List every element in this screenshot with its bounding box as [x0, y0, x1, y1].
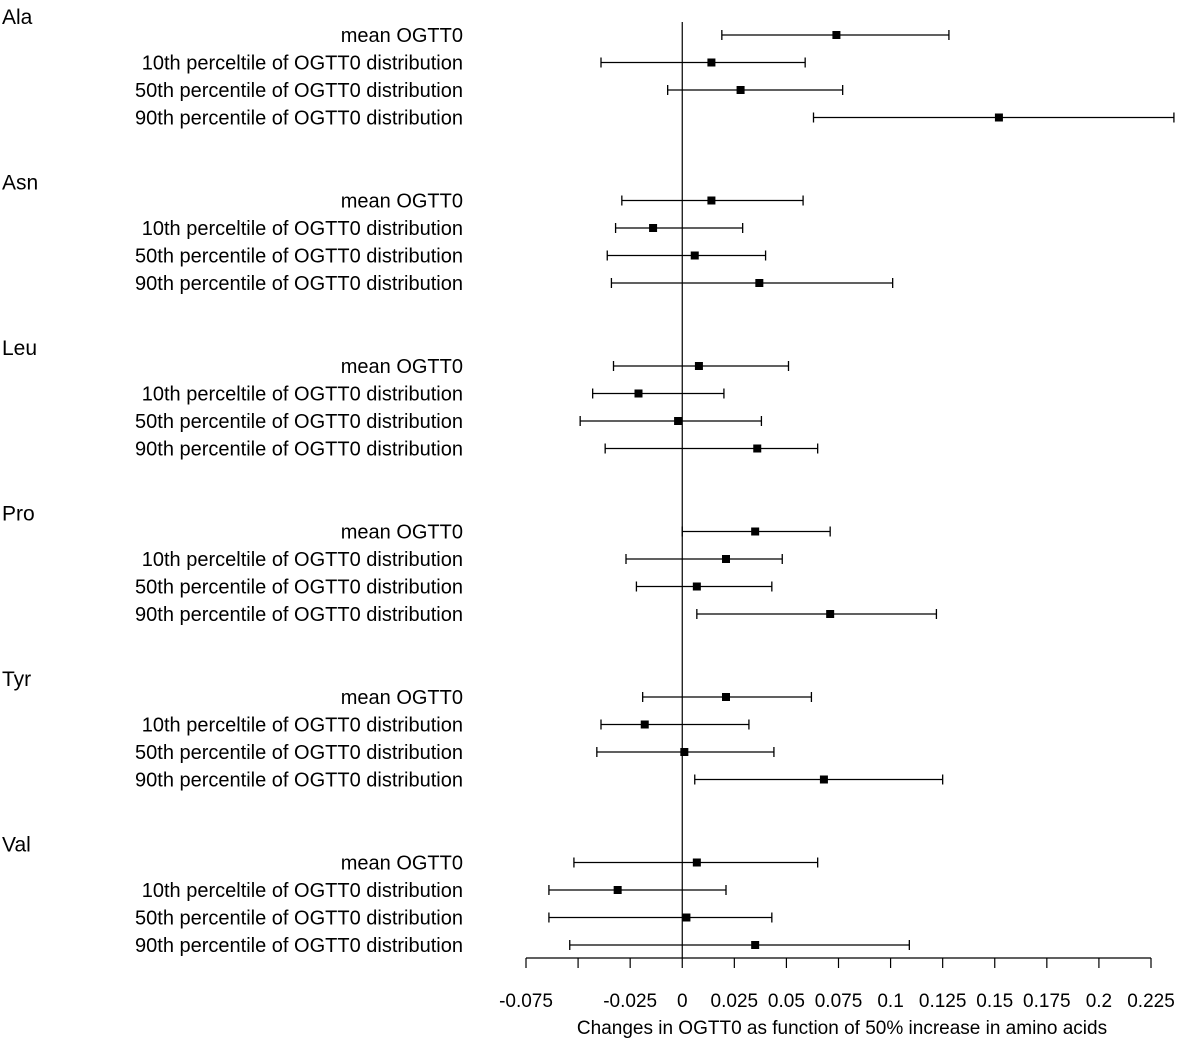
point-estimate — [649, 224, 658, 232]
point-estimate — [753, 444, 762, 453]
point-estimate — [819, 775, 828, 784]
point-estimate — [682, 913, 691, 922]
x-tick-label: 0.075 — [815, 991, 863, 1012]
row-label: 90th percentile of OGTT0 distribution — [135, 935, 463, 957]
point-estimate — [690, 251, 699, 260]
x-tick-label: 0.025 — [711, 991, 759, 1012]
point-estimate — [674, 417, 683, 425]
point-estimate — [751, 527, 760, 536]
point-estimate — [634, 389, 643, 398]
group-label: Pro — [2, 503, 35, 526]
point-estimate — [755, 279, 764, 287]
row-label: 90th percentile of OGTT0 distribution — [135, 108, 463, 130]
row-label: 50th percentile of OGTT0 distribution — [135, 742, 463, 764]
point-estimate — [826, 610, 835, 618]
row-label: 10th perceltile of OGTT0 distribution — [142, 549, 463, 571]
x-tick-label: 0.125 — [919, 991, 967, 1012]
point-estimate — [694, 362, 703, 370]
row-label: 50th percentile of OGTT0 distribution — [135, 577, 463, 599]
x-tick-label: 0.2 — [1086, 991, 1112, 1012]
point-estimate — [692, 582, 701, 591]
x-tick-label: 0.05 — [768, 991, 805, 1012]
row-label: 10th perceltile of OGTT0 distribution — [142, 880, 463, 902]
x-tick-label: 0.225 — [1127, 991, 1175, 1012]
row-label: 50th percentile of OGTT0 distribution — [135, 908, 463, 930]
point-estimate — [707, 196, 716, 205]
point-estimate — [751, 941, 760, 949]
row-label: 90th percentile of OGTT0 distribution — [135, 770, 463, 792]
row-label: 50th percentile of OGTT0 distribution — [135, 246, 463, 268]
row-label: 10th perceltile of OGTT0 distribution — [142, 53, 463, 75]
group-labels: Ala Asn Leu Pro Tyr Val — [2, 6, 38, 857]
group-label: Leu — [2, 337, 37, 360]
point-estimate — [736, 86, 745, 94]
row-label: mean OGTT0 — [341, 25, 463, 47]
point-estimate — [722, 693, 730, 701]
row-label: mean OGTT0 — [341, 522, 463, 544]
x-tick-label: -0.075 — [499, 991, 553, 1012]
group-label: Asn — [2, 172, 38, 195]
group-label: Tyr — [2, 668, 31, 691]
row-label: 10th perceltile of OGTT0 distribution — [142, 715, 463, 737]
point-estimate — [722, 555, 730, 563]
row-label: 50th percentile of OGTT0 distribution — [135, 80, 463, 102]
row-label: mean OGTT0 — [341, 687, 463, 709]
x-tick-label: 0.15 — [976, 991, 1013, 1012]
row-label: 10th perceltile of OGTT0 distribution — [142, 384, 463, 406]
point-estimate — [680, 748, 689, 756]
x-axis-title: Changes in OGTT0 as function of 50% incr… — [577, 1018, 1107, 1039]
row-labels: mean OGTT0 10th perceltile of OGTT0 distr… — [135, 25, 463, 957]
point-estimate — [692, 858, 701, 867]
group-label: Val — [2, 834, 31, 857]
point-estimate — [613, 886, 622, 894]
row-label: 10th perceltile of OGTT0 distribution — [142, 218, 463, 240]
point-estimate — [994, 113, 1003, 122]
row-label: 50th percentile of OGTT0 distribution — [135, 411, 463, 433]
row-label: 90th percentile of OGTT0 distribution — [135, 604, 463, 626]
point-estimate — [832, 31, 841, 39]
row-label: mean OGTT0 — [341, 853, 463, 875]
estimate-marks — [548, 30, 1175, 950]
group-label: Ala — [2, 6, 33, 29]
x-axis: -0.075 -0.025 0 0.025 0.05 0.075 0.1 0.125 0.15 0… — [499, 957, 1175, 1012]
x-tick-label: 0.175 — [1023, 991, 1071, 1012]
x-tick-label: -0.025 — [603, 991, 657, 1012]
point-estimate — [707, 58, 716, 67]
point-estimate — [640, 720, 649, 729]
x-tick-label: 0.1 — [877, 991, 903, 1012]
row-label: 90th percentile of OGTT0 distribution — [135, 439, 463, 461]
row-label: mean OGTT0 — [341, 356, 463, 378]
row-label: 90th percentile of OGTT0 distribution — [135, 273, 463, 295]
x-tick-label: 0 — [677, 991, 688, 1012]
row-label: mean OGTT0 — [341, 191, 463, 213]
